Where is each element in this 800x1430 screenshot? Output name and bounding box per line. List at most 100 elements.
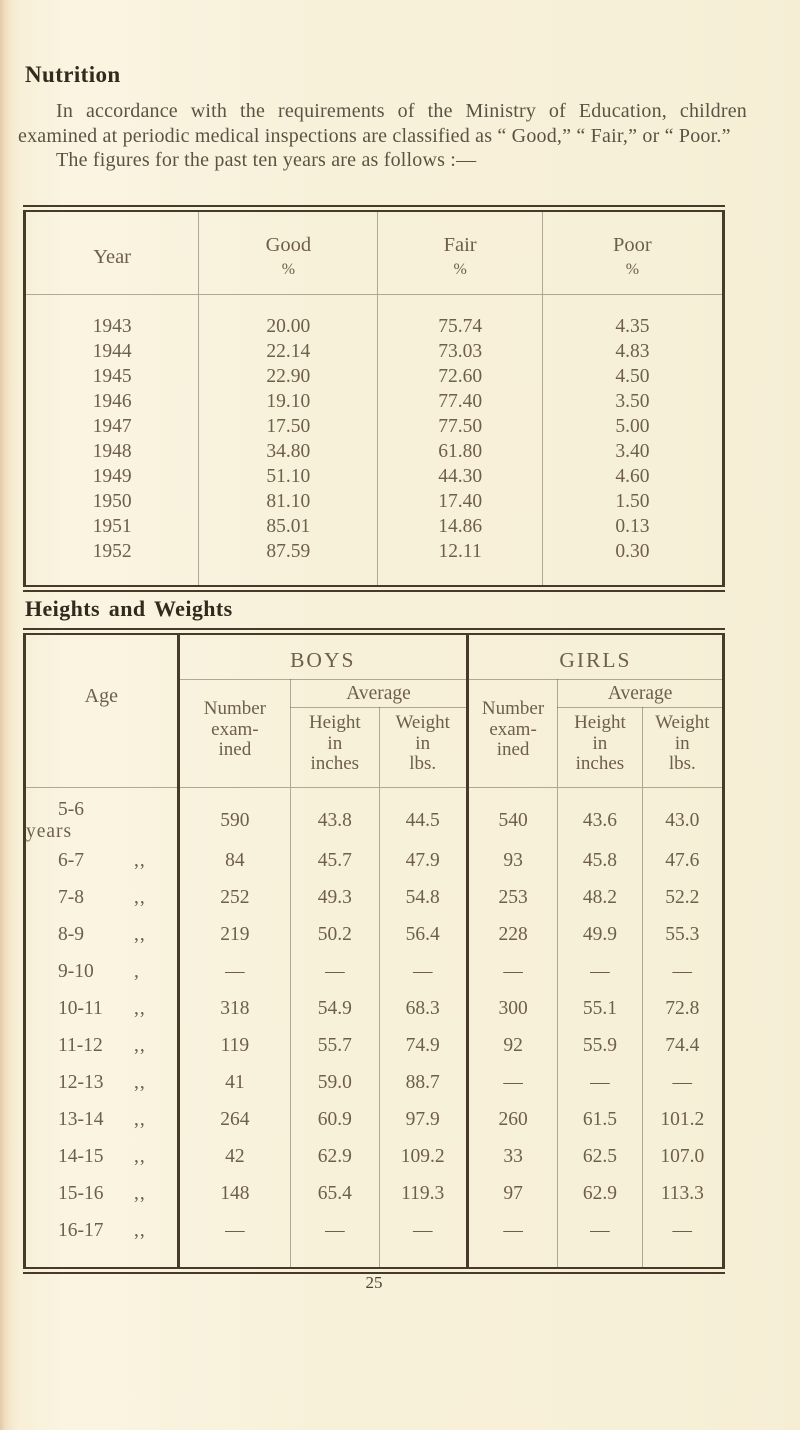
figures-intro-line: The figures for the past ten years are a… — [56, 149, 477, 171]
cell-g_h: — — [557, 1064, 643, 1102]
age-suffix: ,, — [134, 1183, 146, 1204]
cell-year: 1950 — [92, 491, 132, 512]
cell-good: 34.80 — [198, 439, 378, 464]
table-row: 12-13,, 41 59.0 88.7— — — — [25, 1064, 724, 1102]
cell-poor: 0.30 — [541, 539, 724, 589]
cell-poor: 4.50 — [541, 364, 724, 389]
cell-age: 12-13,, — [25, 1065, 179, 1102]
cell-good: 17.50 — [198, 414, 378, 439]
cell-year: 1944 — [92, 341, 132, 362]
cell-g_w: 101.2 — [641, 1101, 724, 1139]
cell-g_h: 45.8 — [557, 842, 643, 880]
cell-g_w: 55.3 — [641, 916, 724, 954]
cell-b_h: — — [290, 1212, 379, 1270]
cell-g_h: 49.9 — [557, 916, 643, 954]
age-suffix: ,, — [134, 1035, 146, 1056]
table-row: 15-16,, 148 65.4 119.3 97 62.9 113.3 — [25, 1175, 724, 1213]
table-row: 16-17,, — — — — — — — [25, 1212, 724, 1271]
cell-poor: 3.50 — [541, 389, 724, 414]
cell-b_num: 42 — [176, 1138, 291, 1176]
column-header-poor-label: Poor — [613, 234, 652, 256]
group-header-boys: BOYS — [176, 631, 468, 680]
cell-b_w: 47.9 — [378, 842, 468, 880]
intro-paragraph: In accordance with the requirements of t… — [18, 100, 747, 147]
cell-b_h: 62.9 — [290, 1138, 379, 1176]
cell-year: 1949 — [92, 466, 132, 487]
cell-g_w: 52.2 — [641, 879, 724, 917]
cell-b_w: 97.9 — [378, 1101, 468, 1139]
cell-age: 6-7,, — [25, 843, 179, 880]
cell-g_w: 113.3 — [641, 1175, 724, 1213]
cell-b_w: 44.5 — [378, 787, 468, 843]
cell-g_num: 92 — [465, 1027, 558, 1065]
age-range: 8-9 — [58, 924, 84, 945]
table-row: 13-14,, 264 60.9 97.9 260 61.5 101.2 — [25, 1101, 724, 1139]
cell-b_h: 50.2 — [290, 916, 379, 954]
cell-g_h: — — [557, 953, 643, 991]
cell-g_h: 55.1 — [557, 990, 643, 1028]
heights-table-body: 5-6years 590 43.8 44.5 540 43.6 43.0 6-7,, 84 45.… — [25, 787, 724, 1270]
cell-g_num: 300 — [465, 990, 558, 1028]
cell-poor: 3.40 — [541, 439, 724, 464]
cell-g_w: — — [641, 953, 724, 991]
cell-year: 1952 — [92, 541, 132, 562]
cell-age: 16-17,, — [25, 1213, 179, 1271]
age-range: 6-7 — [58, 850, 84, 871]
cell-year: 1947 — [92, 416, 132, 437]
cell-fair: 77.50 — [377, 414, 543, 439]
column-header-good-label: Good — [265, 234, 312, 256]
table-row: 7-8,, 252 49.3 54.8 253 48.2 52.2 — [25, 879, 724, 917]
heights-table-header: Age BOYS GIRLS Number exam- ined Average… — [24, 631, 724, 788]
age-suffix: ,, — [134, 1109, 146, 1130]
subheader-girls-average: Average — [557, 679, 724, 708]
cell-b_num: 41 — [176, 1064, 291, 1102]
cell-g_h: 61.5 — [557, 1101, 643, 1139]
cell-b_num: 84 — [176, 842, 291, 880]
heights-weights-table: Age BOYS GIRLS Number exam- ined Average… — [23, 628, 725, 1274]
percent-sign: % — [625, 261, 640, 278]
cell-b_w: — — [378, 953, 468, 991]
cell-g_num: 97 — [465, 1175, 558, 1213]
cell-g_num: 93 — [465, 842, 558, 880]
cell-poor: 5.00 — [541, 414, 724, 439]
age-range: 13-14 — [58, 1109, 104, 1130]
age-range: 7-8 — [58, 887, 84, 908]
cell-b_num: — — [176, 953, 291, 991]
column-header-fair-label: Fair — [443, 234, 477, 256]
cell-b_num: — — [176, 1212, 291, 1270]
table-row: 6-7,, 84 45.7 47.9 93 45.8 47.6 — [25, 842, 724, 880]
cell-b_h: 49.3 — [290, 879, 379, 917]
intro-text: In accordance with the requirements of t… — [18, 99, 747, 173]
cell-poor: 4.35 — [541, 294, 724, 339]
cell-g_w: — — [641, 1212, 724, 1270]
table-row: 1950 81.10 17.40 1.50 — [25, 489, 724, 514]
cell-age: 15-16,, — [25, 1176, 179, 1213]
cell-age: 5-6years — [25, 787, 179, 843]
cell-g_num: 540 — [465, 787, 558, 843]
cell-poor: 1.50 — [541, 489, 724, 514]
age-suffix: , — [134, 961, 140, 982]
age-range: 10-11 — [58, 998, 103, 1019]
column-header-poor: Poor % — [541, 208, 724, 295]
cell-g_h: 62.5 — [557, 1138, 643, 1176]
cell-g_num: — — [465, 1064, 558, 1102]
cell-g_w: 72.8 — [641, 990, 724, 1028]
table-row: 5-6years 590 43.8 44.5 540 43.6 43.0 — [25, 787, 724, 843]
table-row: 1952 87.59 12.11 0.30 — [25, 539, 724, 589]
cell-b_h: 60.9 — [290, 1101, 379, 1139]
age-suffix: ,, — [134, 1146, 146, 1167]
cell-b_w: 68.3 — [378, 990, 468, 1028]
cell-good: 51.10 — [198, 464, 378, 489]
cell-g_num: 260 — [465, 1101, 558, 1139]
column-header-boys-weight: Weight in lbs. — [378, 707, 468, 788]
cell-g_w: 74.4 — [641, 1027, 724, 1065]
cell-b_num: 318 — [176, 990, 291, 1028]
cell-b_w: — — [378, 1212, 468, 1270]
cell-fair: 44.30 — [377, 464, 543, 489]
cell-b_w: 54.8 — [378, 879, 468, 917]
cell-year: 1945 — [92, 366, 132, 387]
age-suffix: ,, — [134, 998, 146, 1019]
table-row: 1946 19.10 77.40 3.50 — [25, 389, 724, 414]
cell-g_num: 33 — [465, 1138, 558, 1176]
